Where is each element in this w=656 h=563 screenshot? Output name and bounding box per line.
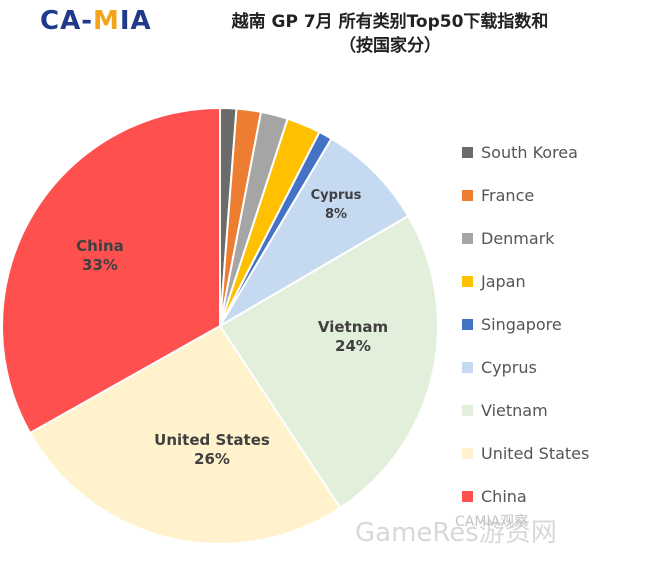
data-label-value-vietnam: 24%	[335, 337, 371, 355]
data-label-value-cyprus: 8%	[325, 207, 347, 222]
legend-item-china: China	[462, 484, 527, 508]
legend-item-south-korea: South Korea	[462, 140, 578, 164]
legend-swatch	[462, 189, 473, 201]
logo-dash: -	[81, 6, 93, 36]
watermark: GameRes游资网	[355, 518, 557, 548]
legend-item-vietnam: Vietnam	[462, 398, 548, 422]
pie-slice-vietnam	[218, 214, 439, 510]
header: CA-MIA 越南 GP 7月 所有类别Top50下载指数和 （按国家分）	[0, 0, 656, 70]
legend-item-united-states: United States	[462, 441, 589, 465]
logo-ia: IA	[119, 6, 152, 36]
legend-label: Singapore	[481, 314, 562, 334]
camia-logo: CA-MIA	[40, 6, 152, 36]
data-label-name-cyprus: Cyprus	[311, 188, 362, 203]
chart-title-line2: （按国家分）	[339, 36, 441, 56]
legend-swatch	[462, 447, 473, 459]
chart-title-line1: 越南 GP 7月 所有类别Top50下载指数和	[231, 12, 549, 32]
legend-swatch	[462, 404, 473, 416]
watermark-sub: CAMIA观察	[455, 514, 529, 530]
data-label-value-united-states: 26%	[194, 450, 230, 468]
legend-swatch	[462, 232, 473, 244]
legend-label: Japan	[481, 271, 526, 291]
chart-title: 越南 GP 7月 所有类别Top50下载指数和 （按国家分）	[200, 10, 580, 58]
data-label-value-china: 33%	[82, 256, 118, 274]
legend-label: France	[481, 185, 535, 205]
logo-m: M	[93, 6, 120, 36]
legend-swatch	[462, 275, 473, 287]
legend-item-singapore: Singapore	[462, 312, 562, 336]
legend-label: Denmark	[481, 228, 555, 248]
legend-label: South Korea	[481, 142, 578, 162]
pie-slice-china	[1, 106, 221, 435]
legend-swatch	[462, 318, 473, 330]
legend-swatch	[462, 361, 473, 373]
data-label-name-china: China	[76, 237, 124, 255]
legend-swatch	[462, 146, 473, 158]
data-label-name-united-states: United States	[154, 431, 270, 449]
legend-label: Cyprus	[481, 357, 537, 377]
legend-item-cyprus: Cyprus	[462, 355, 537, 379]
legend-item-france: France	[462, 183, 534, 207]
logo-ca: CA	[40, 6, 82, 36]
data-label-name-vietnam: Vietnam	[318, 318, 388, 336]
legend-item-denmark: Denmark	[462, 226, 555, 250]
legend-label: Vietnam	[481, 400, 548, 420]
legend-label: United States	[481, 443, 590, 463]
pie-slice-united-states	[28, 324, 342, 545]
pie-slice-cyprus	[219, 137, 410, 327]
legend-label: China	[481, 486, 527, 506]
legend-swatch	[462, 490, 473, 502]
legend-item-japan: Japan	[462, 269, 526, 293]
